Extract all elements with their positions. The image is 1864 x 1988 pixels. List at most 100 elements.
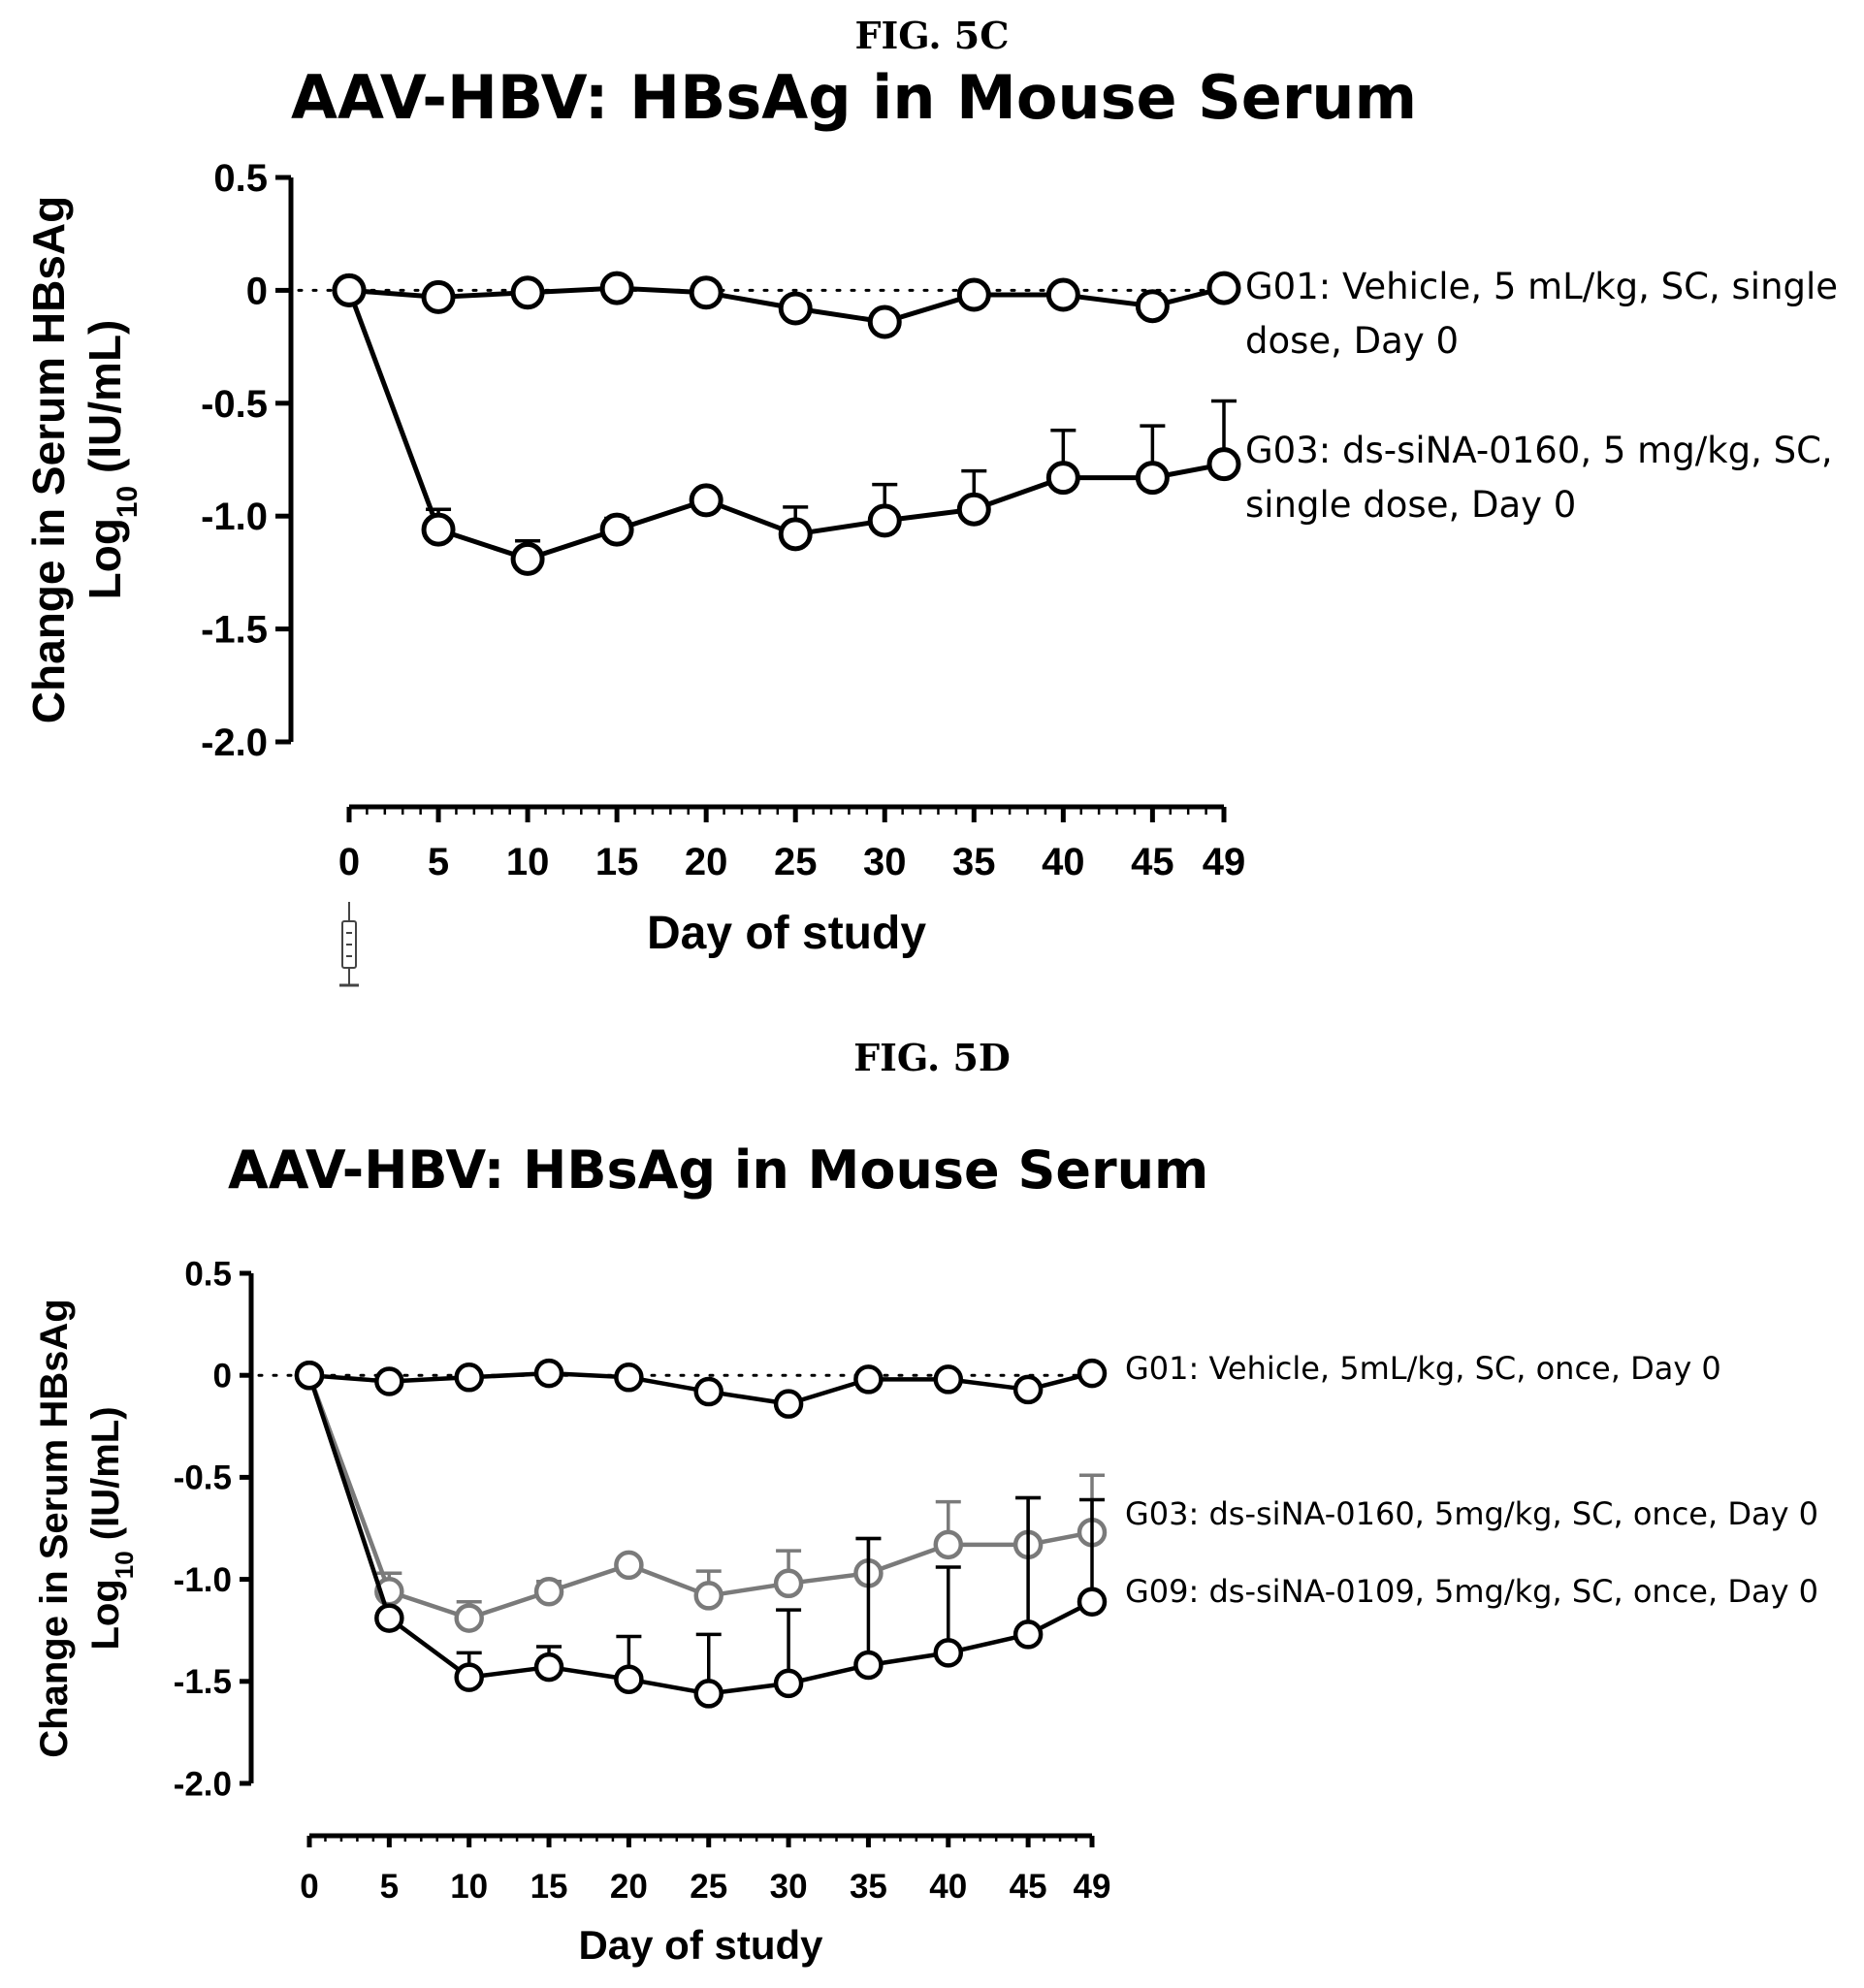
data-point: [867, 503, 902, 538]
x-tick-label: 30: [863, 841, 907, 883]
series-3: [294, 1360, 1108, 1709]
data-point: [374, 1366, 404, 1396]
data-point: [533, 1576, 564, 1607]
y-axis-label-log: Log: [80, 518, 130, 599]
data-point: [421, 512, 456, 547]
data-point: [374, 1603, 404, 1633]
data-point: [956, 492, 991, 527]
y-tick-label: -0.5: [201, 383, 268, 426]
x-axis-label: Day of study: [647, 908, 926, 959]
x-tick-label: 40: [929, 1868, 967, 1906]
data-point: [778, 517, 813, 552]
x-tick-label: 20: [685, 841, 728, 883]
x-tick-label: 20: [610, 1868, 648, 1906]
series-1: [332, 271, 1241, 339]
x-tick-label: 0: [338, 841, 360, 883]
data-point: [454, 1662, 484, 1692]
data-point: [614, 1550, 644, 1581]
x-tick-label: 49: [1074, 1868, 1111, 1906]
data-point: [1206, 271, 1241, 305]
y-tick-label: -2.0: [201, 721, 268, 764]
x-tick-label: 40: [1042, 841, 1085, 883]
data-point: [956, 277, 991, 312]
x-tick-label: 25: [774, 841, 818, 883]
data-point: [1012, 1619, 1044, 1650]
data-point: [1077, 1587, 1108, 1617]
x-tick-label: 25: [690, 1868, 727, 1906]
series-1: [294, 1358, 1108, 1419]
series-line: [306, 1374, 1093, 1620]
data-point: [853, 1650, 884, 1681]
x-tick-label: 10: [506, 841, 550, 883]
series-label: single dose, Day 0: [1245, 484, 1576, 526]
y-tick-label: 0.5: [213, 157, 268, 200]
data-point: [1045, 461, 1080, 496]
data-point: [689, 483, 723, 518]
series-label: dose, Day 0: [1245, 320, 1459, 362]
data-point: [693, 1679, 723, 1709]
data-point: [533, 1358, 564, 1389]
y-axis-label-log: Log: [84, 1579, 127, 1650]
data-point: [693, 1376, 723, 1407]
data-point: [853, 1364, 884, 1395]
data-point: [294, 1360, 325, 1391]
x-axis-label: Day of study: [578, 1922, 823, 1968]
y-axis-label-line1: Change in Serum HBsAg: [33, 1299, 76, 1757]
series-2: [332, 273, 1241, 576]
data-point: [689, 275, 723, 310]
data-point: [1135, 461, 1170, 496]
syringe-icon: [339, 902, 359, 987]
chart-title: AAV-HBV: HBsAg in Mouse Serum: [228, 1139, 1208, 1201]
data-point: [599, 271, 634, 305]
series-label: G09: ds-siNA-0109, 5mg/kg, SC, once, Day…: [1125, 1573, 1818, 1610]
y-tick-label: -0.5: [174, 1459, 232, 1497]
x-tick-label: 35: [952, 841, 996, 883]
data-point: [1012, 1374, 1044, 1405]
data-point: [454, 1363, 484, 1393]
series-label: G03: ds-siNA-0160, 5 mg/kg, SC,: [1245, 430, 1833, 471]
x-tick-label: 5: [380, 1868, 399, 1906]
data-point: [773, 1668, 804, 1699]
data-point: [773, 1389, 804, 1419]
y-tick-label: -1.0: [201, 496, 268, 538]
x-tick-label: 30: [770, 1868, 808, 1906]
chart-title: AAV-HBV: HBsAg in Mouse Serum: [291, 62, 1417, 133]
data-point: [773, 1568, 804, 1599]
y-axis-label-units: (IU/mL): [84, 1406, 127, 1551]
data-point: [614, 1664, 644, 1694]
data-point: [693, 1581, 723, 1611]
chart-fig-5c: AAV-HBV: HBsAg in Mouse Serum Change in S…: [23, 62, 1838, 987]
y-axis-label-subscript: 10: [110, 1551, 139, 1579]
data-point: [533, 1651, 564, 1683]
y-tick-label: -1.0: [174, 1561, 232, 1599]
y-axis-label-line2: Log10 (IU/mL): [80, 320, 143, 600]
x-tick-label: 15: [530, 1868, 568, 1906]
data-point: [1135, 289, 1170, 324]
figure-label-5c: FIG. 5C: [854, 14, 1010, 57]
data-point: [1077, 1358, 1108, 1389]
x-tick-label: 15: [595, 841, 639, 883]
y-tick-label: -2.0: [174, 1765, 232, 1803]
series-2: [294, 1360, 1108, 1633]
y-tick-label: -1.5: [174, 1663, 232, 1701]
series-line: [306, 1374, 1094, 1696]
data-point: [933, 1529, 964, 1560]
x-tick-label: 5: [428, 841, 449, 883]
figure-label-5d: FIG. 5D: [853, 1036, 1011, 1079]
data-point: [510, 275, 545, 310]
x-tick-label: 49: [1203, 841, 1246, 883]
data-point: [421, 279, 456, 314]
data-point: [1206, 447, 1241, 482]
data-point: [332, 273, 367, 307]
y-axis-label-line2: Log10 (IU/mL): [84, 1406, 139, 1650]
x-tick-label: 45: [1010, 1868, 1047, 1906]
data-point: [510, 541, 545, 576]
y-axis-label-units: (IU/mL): [80, 320, 130, 486]
data-point: [933, 1638, 964, 1668]
series-label: G03: ds-siNA-0160, 5mg/kg, SC, once, Day…: [1125, 1495, 1818, 1532]
y-tick-label: -1.5: [201, 609, 268, 652]
y-axis-label-line1: Change in Serum HBsAg: [23, 196, 74, 723]
data-point: [454, 1603, 484, 1633]
data-point: [933, 1364, 964, 1395]
y-tick-label: 0: [246, 270, 268, 312]
